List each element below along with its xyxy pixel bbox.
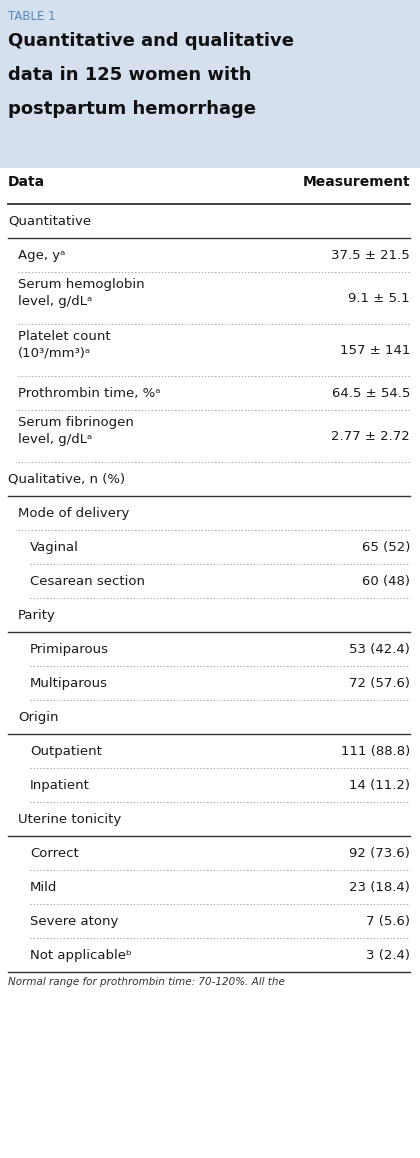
Text: level, g/dLᵃ: level, g/dLᵃ (18, 433, 92, 446)
Text: Quantitative: Quantitative (8, 215, 91, 228)
Text: 64.5 ± 54.5: 64.5 ± 54.5 (332, 387, 410, 400)
Text: Not applicableᵇ: Not applicableᵇ (30, 950, 132, 962)
Text: Mild: Mild (30, 881, 58, 894)
Text: Qualitative, n (%): Qualitative, n (%) (8, 472, 125, 486)
Text: 37.5 ± 21.5: 37.5 ± 21.5 (331, 249, 410, 262)
Text: Prothrombin time, %ᵃ: Prothrombin time, %ᵃ (18, 387, 160, 400)
Text: 65 (52): 65 (52) (362, 541, 410, 554)
Text: 111 (88.8): 111 (88.8) (341, 745, 410, 758)
Text: Platelet count: Platelet count (18, 330, 110, 343)
Text: Cesarean section: Cesarean section (30, 576, 145, 588)
Text: postpartum hemorrhage: postpartum hemorrhage (8, 100, 256, 118)
Text: 53 (42.4): 53 (42.4) (349, 643, 410, 655)
Text: Normal range for prothrombin time: 70-120%. All the: Normal range for prothrombin time: 70-12… (8, 977, 285, 987)
Text: Vaginal: Vaginal (30, 541, 79, 554)
Text: 9.1 ± 5.1: 9.1 ± 5.1 (348, 292, 410, 305)
Text: Severe atony: Severe atony (30, 915, 118, 928)
Text: Parity: Parity (18, 609, 56, 622)
Text: Mode of delivery: Mode of delivery (18, 507, 129, 520)
Text: 7 (5.6): 7 (5.6) (366, 915, 410, 928)
Text: data in 125 women with: data in 125 women with (8, 66, 252, 85)
Text: Uterine tonicity: Uterine tonicity (18, 813, 121, 826)
Text: Measurement: Measurement (302, 175, 410, 189)
Text: 72 (57.6): 72 (57.6) (349, 677, 410, 690)
Text: Data: Data (8, 175, 45, 189)
Bar (0, 0, 420, 168)
Text: Age, yᵃ: Age, yᵃ (18, 249, 66, 262)
Text: Quantitative and qualitative: Quantitative and qualitative (8, 32, 294, 50)
Text: (10³/mm³)ᵃ: (10³/mm³)ᵃ (18, 347, 91, 360)
Text: TABLE 1: TABLE 1 (8, 10, 55, 23)
Text: Correct: Correct (30, 846, 79, 860)
Text: Inpatient: Inpatient (30, 779, 90, 792)
Text: 23 (18.4): 23 (18.4) (349, 881, 410, 894)
Text: 14 (11.2): 14 (11.2) (349, 779, 410, 792)
Text: 92 (73.6): 92 (73.6) (349, 846, 410, 860)
Text: Multiparous: Multiparous (30, 677, 108, 690)
Text: Serum hemoglobin: Serum hemoglobin (18, 278, 144, 291)
Text: 3 (2.4): 3 (2.4) (366, 950, 410, 962)
Text: 2.77 ± 2.72: 2.77 ± 2.72 (331, 430, 410, 444)
Text: 157 ± 141: 157 ± 141 (340, 344, 410, 357)
Text: Origin: Origin (18, 711, 58, 724)
Text: level, g/dLᵃ: level, g/dLᵃ (18, 295, 92, 308)
Text: Outpatient: Outpatient (30, 745, 102, 758)
Text: Serum fibrinogen: Serum fibrinogen (18, 416, 134, 428)
Text: 60 (48): 60 (48) (362, 576, 410, 588)
Text: Primiparous: Primiparous (30, 643, 109, 655)
